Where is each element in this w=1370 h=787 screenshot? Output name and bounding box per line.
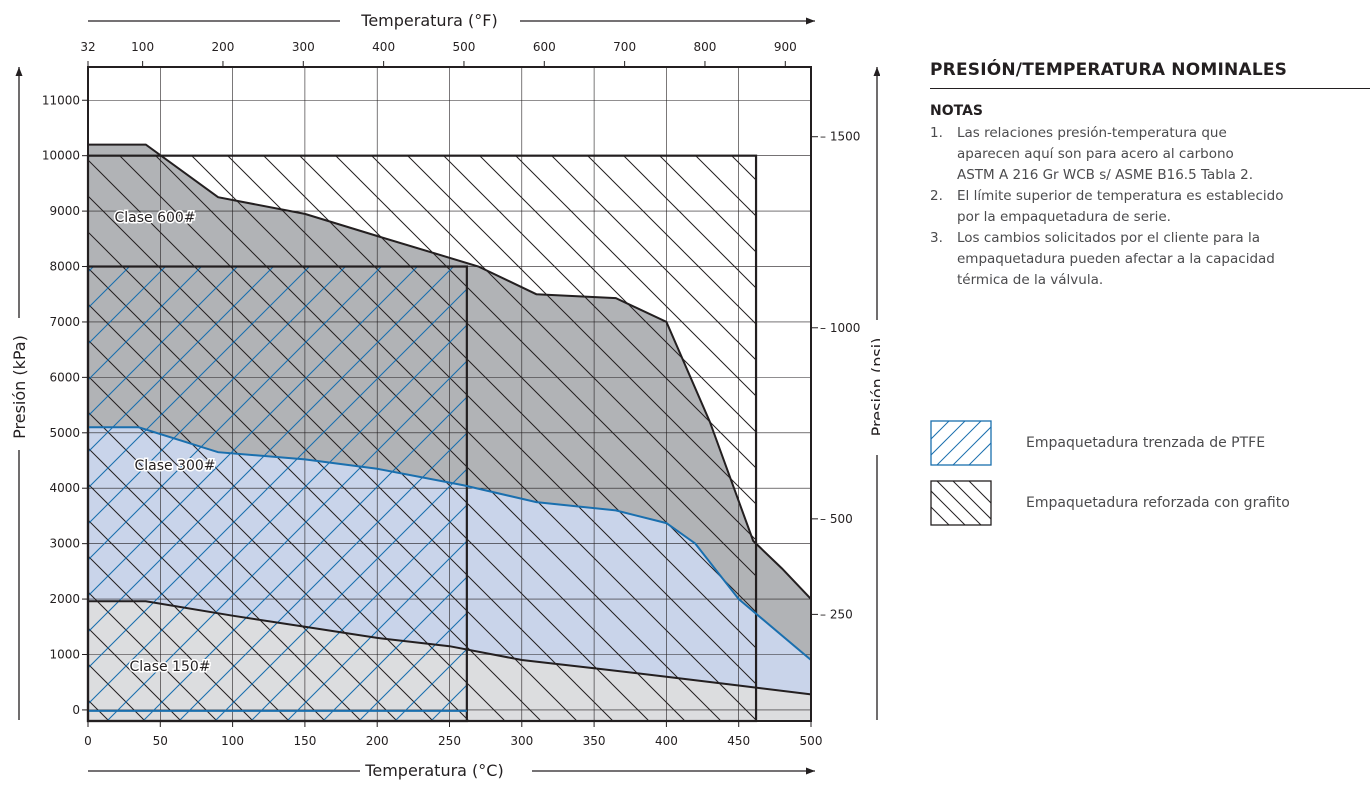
tick-label-x-bottom: 250 xyxy=(438,734,461,748)
y-right-axis-title: Presión (psi) xyxy=(868,338,880,437)
tick-label-x-bottom: 150 xyxy=(293,734,316,748)
axis-tick-labels: 0 50 100 150 200 250 300 350 400 450 500 32 100 200 30… xyxy=(42,40,861,748)
curve-clase300 xyxy=(88,426,812,661)
tick-label-y-left: 7000 xyxy=(49,315,80,329)
note-number: 1. xyxy=(930,125,943,141)
note-line: ASTM A 216 Gr WCB s/ ASME B16.5 Tabla 2. xyxy=(957,167,1254,183)
legend-label-graphite: Empaquetadura reforzada con grafito xyxy=(1026,495,1290,511)
curve-clase600 xyxy=(88,143,812,600)
tick-label-x-top: 300 xyxy=(292,40,315,54)
packing-hatch-regions xyxy=(86,154,758,723)
tick-label-y-left: 0 xyxy=(72,703,80,717)
axis-ticks xyxy=(82,61,818,727)
tick-label-x-bottom: 500 xyxy=(800,734,823,748)
pressure-temperature-chart: 0 50 100 150 200 250 300 350 400 450 500 32 100 200 30… xyxy=(10,11,880,780)
tick-label-y-left: 4000 xyxy=(49,481,80,495)
class-labels: Clase 600# Clase 300# Clase 150# xyxy=(113,209,217,677)
note-line: El límite superior de temperatura es est… xyxy=(957,188,1284,204)
class-curves xyxy=(88,143,812,696)
note-line: aparecen aquí son para acero al carbono xyxy=(957,146,1234,162)
class-label: Clase 300# xyxy=(134,458,215,474)
tick-label-x-bottom: 450 xyxy=(727,734,750,748)
note-item: 2. El límite superior de temperatura es e… xyxy=(930,186,1352,228)
tick-label-x-top: 400 xyxy=(372,40,395,54)
y-left-axis-title: Presión (kPa) xyxy=(10,335,29,439)
tick-label-y-right: – 1500 xyxy=(820,130,860,144)
x-top-axis-title: Temperatura (°F) xyxy=(360,11,497,30)
notes-list: 1. Las relaciones presión-temperatura que… xyxy=(930,123,1370,291)
tick-label-x-top: 800 xyxy=(694,40,717,54)
tick-label-y-left: 5000 xyxy=(49,426,80,440)
tick-label-x-bottom: 0 xyxy=(84,734,92,748)
graphite-hatch-swatch-icon xyxy=(930,480,992,526)
note-line: empaquetadura pueden afectar a la capaci… xyxy=(957,251,1275,267)
note-item: 1. Las relaciones presión-temperatura que… xyxy=(930,123,1352,186)
tick-label-x-bottom: 400 xyxy=(655,734,678,748)
tick-label-x-bottom: 200 xyxy=(366,734,389,748)
tick-label-x-top: 600 xyxy=(533,40,556,54)
tick-label-x-bottom: 100 xyxy=(221,734,244,748)
tick-label-x-top: 900 xyxy=(774,40,797,54)
tick-label-x-bottom: 300 xyxy=(510,734,533,748)
y-left-axis-line-top-head xyxy=(15,67,23,76)
tick-label-x-top: 700 xyxy=(613,40,636,54)
y-right-axis-line-top-head xyxy=(873,67,880,76)
class-label: Clase 150# xyxy=(129,659,210,675)
note-number: 2. xyxy=(930,188,943,204)
tick-label-x-bottom: 50 xyxy=(153,734,168,748)
tick-label-x-bottom: 350 xyxy=(583,734,606,748)
tick-label-y-left: 10000 xyxy=(42,149,80,163)
note-line: por la empaquetadura de serie. xyxy=(957,209,1171,225)
tick-label-y-right: – 1000 xyxy=(820,321,860,335)
x-bottom-axis-title: Temperatura (°C) xyxy=(364,761,503,780)
tick-label-y-right: – 500 xyxy=(820,512,853,526)
notes-heading: NOTAS xyxy=(930,103,983,119)
tick-label-y-left: 2000 xyxy=(49,592,80,606)
tick-label-y-left: 9000 xyxy=(49,204,80,218)
axis-titles: Temperatura (°F) Temperatura (°C) Presión … xyxy=(10,11,880,780)
curve-clase150 xyxy=(88,600,812,696)
notes-panel-title: PRESIÓN/TEMPERATURA NOMINALES xyxy=(930,60,1370,89)
note-line: Los cambios solicitados por el cliente p… xyxy=(957,230,1260,246)
tick-label-y-right: – 250 xyxy=(820,607,853,621)
tick-label-y-left: 11000 xyxy=(42,93,80,107)
legend-label-ptfe: Empaquetadura trenzada de PTFE xyxy=(1026,435,1266,451)
tick-label-x-top: 100 xyxy=(131,40,154,54)
hatch-ptfe xyxy=(88,266,467,721)
ptfe-hatch-swatch-icon xyxy=(930,420,992,466)
note-number: 3. xyxy=(930,230,943,246)
tick-label-y-left: 1000 xyxy=(49,647,80,661)
notes-panel: PRESIÓN/TEMPERATURA NOMINALES NOTAS 1. La… xyxy=(930,60,1370,291)
tick-label-x-top: 200 xyxy=(212,40,235,54)
tick-label-y-left: 3000 xyxy=(49,537,80,551)
tick-label-y-left: 8000 xyxy=(49,260,80,274)
tick-label-y-left: 6000 xyxy=(49,370,80,384)
x-top-axis-line-right-head xyxy=(806,17,815,25)
note-item: 3. Los cambios solicitados por el cliente… xyxy=(930,228,1352,291)
note-line: Las relaciones presión-temperatura que xyxy=(957,125,1227,141)
class-label: Clase 600# xyxy=(114,210,195,226)
x-bottom-axis-line-right-head xyxy=(806,767,815,775)
note-line: térmica de la válvula. xyxy=(957,272,1104,288)
tick-label-x-top: 500 xyxy=(453,40,476,54)
tick-label-x-top: 32 xyxy=(80,40,95,54)
